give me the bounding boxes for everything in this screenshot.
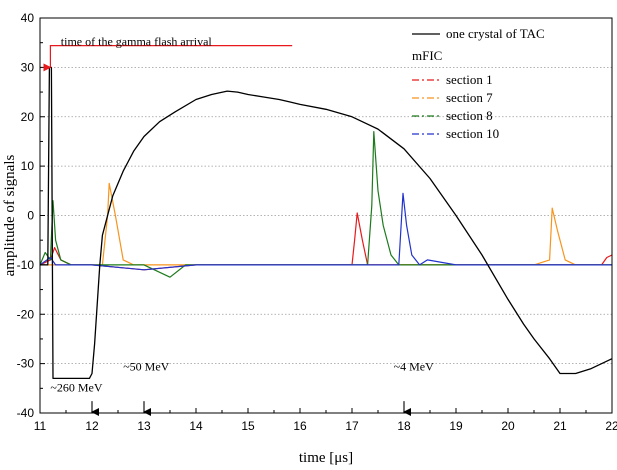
y-axis-label: amplitude of signals — [2, 155, 18, 277]
x-tick-label: 17 — [345, 419, 359, 433]
annotations-layer: time of the gamma flash arrival ~260 MeV ~… — [50, 35, 434, 412]
legend-group-title: mFIC — [412, 48, 442, 63]
series-line-section-10 — [40, 193, 612, 269]
annotation-text: ~50 MeV — [123, 360, 169, 374]
legend-label: section 10 — [446, 126, 499, 141]
x-tick-label: 22 — [605, 419, 617, 433]
y-tick-label: 40 — [21, 11, 35, 25]
series-line-section-8 — [40, 132, 612, 278]
y-tick-label: 10 — [21, 159, 35, 173]
x-tick-label: 13 — [137, 419, 151, 433]
series-layer — [40, 67, 612, 378]
legend-label: section 7 — [446, 90, 493, 105]
x-axis-label: time [μs] — [299, 450, 353, 466]
annotation-text: ~4 MeV — [394, 360, 434, 374]
gamma-flash-arrow — [50, 46, 292, 68]
x-tick-label: 21 — [553, 419, 567, 433]
y-tick-label: -20 — [17, 307, 35, 321]
x-tick-label: 11 — [34, 419, 47, 433]
x-tick-label: 14 — [189, 419, 203, 433]
y-tick-label: 20 — [21, 110, 35, 124]
x-tick-label: 15 — [241, 419, 255, 433]
x-tick-label: 19 — [449, 419, 463, 433]
series-line-section-7 — [40, 183, 612, 265]
annotation-text: time of the gamma flash arrival — [61, 35, 213, 49]
grid-lines — [40, 67, 612, 363]
y-tick-label: 30 — [21, 60, 35, 74]
annotation-text: ~260 MeV — [50, 380, 102, 394]
y-tick-label: 0 — [27, 209, 34, 223]
plot-frame — [40, 18, 612, 413]
legend-label: section 8 — [446, 108, 493, 123]
x-tick-label: 18 — [397, 419, 411, 433]
x-tick-label: 16 — [293, 419, 307, 433]
x-tick-label: 12 — [85, 419, 99, 433]
y-tick-label: -10 — [17, 258, 35, 272]
legend-label: one crystal of TAC — [446, 26, 545, 41]
legend: one crystal of TAC mFIC section 1 section 7… — [412, 26, 545, 141]
series-line-one-crystal-of-TAC — [40, 67, 612, 378]
legend-label: section 1 — [446, 72, 493, 87]
x-tick-label: 20 — [501, 419, 515, 433]
y-tick-label: -30 — [17, 357, 35, 371]
y-tick-label: -40 — [17, 406, 35, 420]
